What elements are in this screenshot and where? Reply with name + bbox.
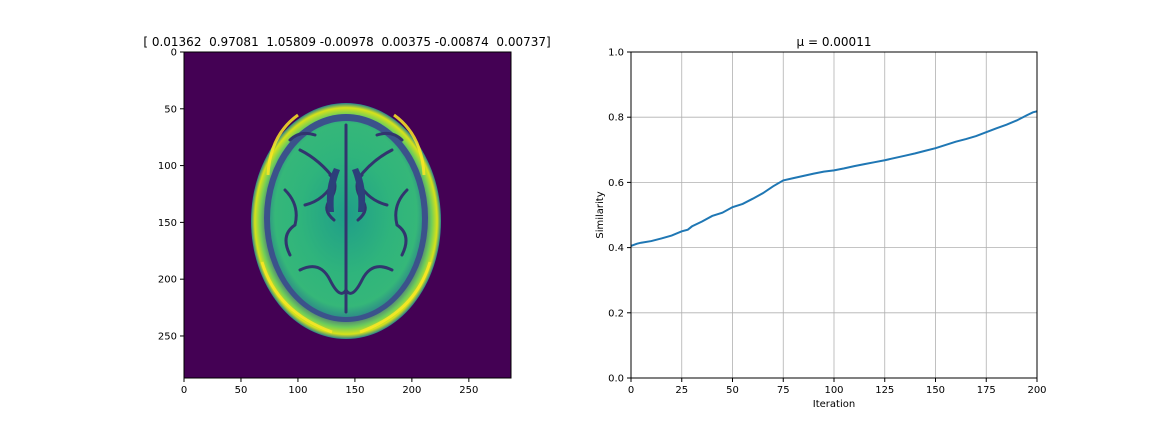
y-axis-label: Similarity [595, 191, 606, 238]
sim-x-tick-label: 125 [875, 385, 894, 396]
sim-x-tick-label: 100 [824, 385, 843, 396]
mri-y-tick-label: 50 [164, 104, 177, 115]
mri-y-tick-label: 200 [158, 275, 177, 286]
mri-y-tick-label: 0 [171, 48, 177, 59]
bright-rim [260, 113, 432, 334]
mri-image [184, 52, 511, 378]
mri-x-tick-label: 100 [288, 385, 307, 396]
similarity-subplot: μ = 0.00011 0 25 50 75 100 125 150 175 200 0.00.… [595, 35, 1047, 410]
sim-x-tick-label: 25 [675, 385, 688, 396]
sim-x-tick-label: 75 [777, 385, 790, 396]
sim-y-tick-label: 0.6 [608, 178, 624, 189]
sim-x-tick-label: 200 [1027, 385, 1046, 396]
sim-x-tick-label: 175 [977, 385, 996, 396]
sim-y-tick-label: 1.0 [608, 48, 624, 59]
sim-y-tick-label: 0.8 [608, 113, 624, 124]
sim-x-tick-label: 50 [726, 385, 739, 396]
x-axis-label: Iteration [813, 399, 855, 410]
mri-x-ticks: 0 50 100 150 200 250 [181, 378, 478, 396]
sim-x-tick-label: 0 [628, 385, 634, 396]
ventricles [326, 168, 366, 212]
sim-y-ticks: 0.0 0.2 0.4 0.6 0.8 1.0 [608, 48, 631, 385]
similarity-line [630, 110, 1038, 247]
sim-x-ticks: 0 25 50 75 100 125 150 175 200 [628, 378, 1047, 396]
mri-y-tick-label: 150 [158, 218, 177, 229]
mri-frame [183, 51, 512, 379]
sim-y-tick-label: 0.2 [608, 308, 624, 319]
mri-subplot: [ 0.01362 0.97081 1.05809 -0.00978 0.003… [143, 35, 550, 396]
mri-x-tick-label: 250 [459, 385, 478, 396]
similarity-title: μ = 0.00011 [797, 35, 872, 49]
sim-y-tick-label: 0.0 [608, 374, 624, 385]
mri-x-tick-label: 200 [402, 385, 421, 396]
mri-y-ticks: 0 50 100 150 200 250 [158, 48, 184, 342]
mri-x-tick-label: 50 [235, 385, 248, 396]
mri-y-tick-label: 100 [158, 161, 177, 172]
mri-x-tick-label: 0 [181, 385, 187, 396]
mri-y-tick-label: 250 [158, 331, 177, 342]
mri-title: [ 0.01362 0.97081 1.05809 -0.00978 0.003… [143, 35, 550, 49]
sim-x-tick-label: 150 [926, 385, 945, 396]
sim-y-tick-label: 0.4 [608, 243, 624, 254]
mri-x-tick-label: 150 [345, 385, 364, 396]
